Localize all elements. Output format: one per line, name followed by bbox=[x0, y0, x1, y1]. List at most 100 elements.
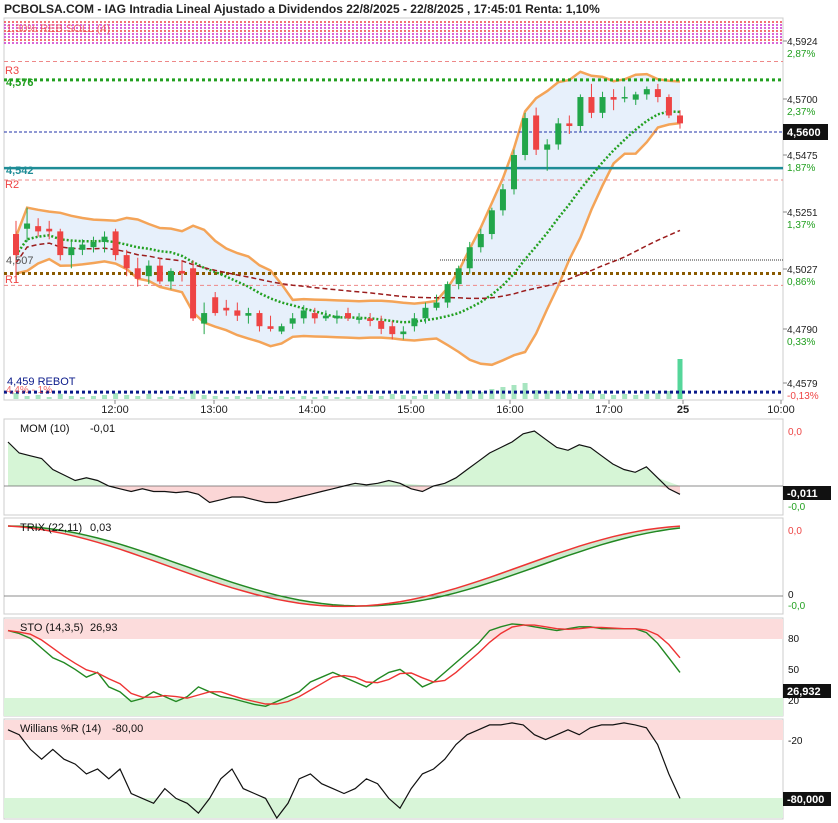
volume-bar bbox=[655, 393, 661, 399]
x-tick-label: 10:00 bbox=[767, 404, 795, 416]
trix-line bbox=[7, 525, 681, 607]
sto-last-value: 26,932 bbox=[787, 686, 821, 698]
y-tick-pct: -0,13% bbox=[787, 391, 819, 402]
volume-bar bbox=[489, 389, 495, 399]
volume-bar bbox=[334, 397, 340, 399]
volume-bar bbox=[13, 393, 19, 399]
volume-bar bbox=[312, 397, 318, 399]
x-tick-label: 13:00 bbox=[200, 404, 228, 416]
candle-body bbox=[212, 297, 219, 314]
candle-body bbox=[367, 318, 374, 321]
candle-body bbox=[190, 268, 197, 319]
williams-tick-20: -20 bbox=[788, 736, 803, 747]
y-tick-pct: 1,37% bbox=[787, 220, 815, 231]
r1-label: R1 bbox=[5, 274, 19, 286]
candle-body bbox=[223, 307, 230, 311]
williams-last-box bbox=[783, 792, 831, 806]
candle-body bbox=[511, 154, 517, 190]
volume-bar bbox=[124, 395, 130, 399]
candle-body bbox=[46, 228, 53, 232]
candle-body bbox=[79, 244, 86, 250]
trix-tick-top: 0,0 bbox=[788, 526, 802, 537]
volume-bar bbox=[588, 393, 594, 399]
candle-body bbox=[300, 310, 307, 319]
candle-body bbox=[477, 234, 484, 248]
candle-body bbox=[488, 210, 495, 235]
volume-bar bbox=[434, 394, 440, 399]
volume-bar bbox=[600, 394, 606, 399]
volume-bar bbox=[478, 392, 484, 399]
y-tick-pct: 2,37% bbox=[787, 107, 815, 118]
candle-body bbox=[433, 302, 440, 308]
candle-body bbox=[245, 313, 252, 316]
volume-bar bbox=[212, 396, 218, 399]
volume-bar bbox=[290, 397, 296, 399]
candle-body bbox=[234, 310, 241, 316]
volume-bar bbox=[611, 395, 617, 399]
volume-bar bbox=[223, 397, 229, 399]
volume-bar bbox=[179, 397, 185, 399]
volume-bar bbox=[323, 396, 329, 399]
candle-body bbox=[289, 318, 296, 324]
candle-body bbox=[112, 231, 119, 256]
williams-value: -80,00 bbox=[112, 723, 143, 735]
williams-layer bbox=[4, 720, 783, 820]
williams-oversold-band bbox=[4, 798, 783, 818]
y-tick-price: 4,4579 bbox=[787, 379, 818, 390]
volume-bar bbox=[79, 397, 85, 399]
candle-body bbox=[533, 115, 540, 150]
y-tick-pct: 0,33% bbox=[787, 337, 815, 348]
volume-bar bbox=[566, 393, 572, 399]
volume-bar bbox=[400, 395, 406, 399]
candle-body bbox=[101, 236, 108, 242]
y-tick-price: 4,5251 bbox=[787, 208, 818, 219]
volume-bar bbox=[190, 391, 196, 399]
mom-label: MOM (10) bbox=[20, 423, 70, 435]
candle-body bbox=[466, 247, 473, 269]
candle-body bbox=[311, 313, 318, 319]
trix-zero-mark: 0 bbox=[788, 590, 794, 601]
volume-bar bbox=[378, 396, 384, 399]
volume-bar bbox=[622, 394, 628, 399]
volume-bar bbox=[68, 396, 74, 399]
mom-layer bbox=[4, 430, 783, 504]
volume-bar bbox=[666, 391, 672, 399]
volume-bar bbox=[279, 396, 285, 399]
volume-bar bbox=[46, 397, 52, 399]
candle-body bbox=[278, 326, 285, 332]
sto-tick-50: 50 bbox=[788, 665, 800, 676]
bottom-overlay-label: 4,4% - 1% bbox=[6, 385, 52, 396]
volume-bar bbox=[367, 395, 373, 399]
candle-body bbox=[499, 189, 506, 211]
reboot-label: 4,459 REBOT bbox=[7, 376, 76, 388]
res-4576-label: 4,576 bbox=[6, 77, 34, 89]
chart-title: PCBOLSA.COM - IAG Intradia Lineal Ajusta… bbox=[4, 2, 600, 16]
r2-label: R2 bbox=[5, 179, 19, 191]
trix-panel-frame bbox=[3, 517, 784, 615]
candle-body bbox=[411, 318, 418, 327]
price-layer bbox=[4, 60, 783, 394]
volume-bar bbox=[301, 396, 307, 399]
y-tick-price: 4,5027 bbox=[787, 265, 818, 276]
williams-overbought-band bbox=[4, 720, 783, 740]
mom-negative-fill bbox=[8, 486, 680, 503]
volume-bar bbox=[411, 396, 417, 399]
volume-bar bbox=[157, 397, 163, 399]
candle-body bbox=[577, 97, 584, 127]
mom-value: -0,01 bbox=[90, 423, 115, 435]
candle-body bbox=[35, 226, 42, 232]
volume-bar bbox=[57, 394, 63, 399]
sto-overbought-band bbox=[4, 619, 783, 639]
volume-bar bbox=[555, 392, 561, 399]
candle-body bbox=[400, 331, 407, 335]
trix-tick-zero: -0,0 bbox=[788, 601, 806, 612]
williams-label: Willians %R (14) bbox=[20, 723, 101, 735]
volume-bar bbox=[345, 397, 351, 399]
mom-last-box bbox=[783, 486, 831, 500]
volume-bar bbox=[633, 395, 639, 399]
candle-body bbox=[555, 123, 562, 145]
trix-signal-line bbox=[7, 525, 681, 608]
sto-tick-20: 20 bbox=[788, 696, 800, 707]
mom-tick-zero: -0,0 bbox=[788, 502, 806, 513]
